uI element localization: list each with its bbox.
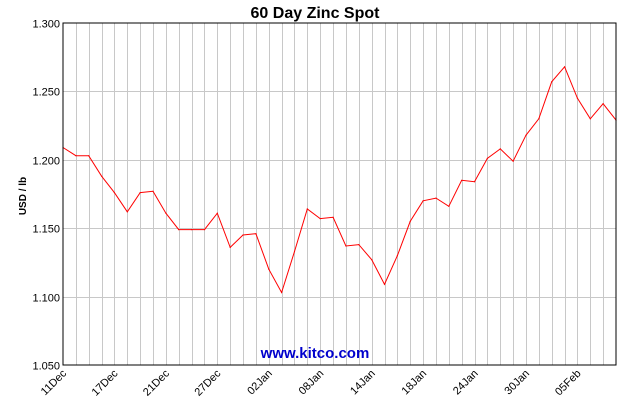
data-point [165,212,167,214]
data-point [293,250,296,253]
x-tick-label: 17Dec [90,367,121,398]
data-point [499,148,501,150]
data-point [564,66,566,68]
data-point [486,157,488,159]
y-tick-label: 1.300 [32,19,60,31]
data-point [203,229,206,231]
data-point [345,245,347,247]
data-point [75,155,77,157]
grid [63,23,616,365]
data-point [448,205,450,207]
data-point [332,216,334,218]
data-point [113,192,115,194]
data-point [383,283,386,285]
x-tick-label: 21Dec [141,367,172,398]
x-tick-label: 24Jan [451,368,481,398]
data-point [358,244,360,246]
x-tick-label: 02Jan [245,368,275,398]
data-point [242,234,244,236]
data-point [255,233,257,235]
data-point [101,175,103,177]
data-point [396,255,398,257]
data-point [126,211,128,213]
data-point [461,179,463,181]
data-point [319,218,321,220]
watermark: www.kitco.com [260,345,370,362]
data-point [538,118,540,120]
data-point [473,181,476,183]
data-point [139,192,141,194]
data-point [306,208,308,210]
data-point [435,197,437,199]
y-tick-label: 1.200 [32,156,60,168]
y-axis-label: USD / lb [18,177,29,215]
x-tick-label: 08Jan [297,368,327,398]
y-axis-ticks: 1.050 1.100 1.150 1.200 1.250 1.300 [32,19,60,373]
x-tick-label: 18Jan [400,368,430,398]
data-point [409,220,411,222]
x-tick-label: 05Feb [553,368,584,399]
chart-title: 60 Day Zinc Spot [251,5,381,22]
y-tick-label: 1.050 [32,361,60,373]
y-tick-label: 1.150 [32,224,60,236]
data-point [576,97,579,99]
data-point [512,160,514,162]
data-point [422,200,424,202]
data-point [551,81,553,83]
data-point [268,268,270,270]
data-point [88,155,90,157]
y-tick-label: 1.100 [32,293,60,305]
data-point [281,291,283,294]
y-tick-label: 1.250 [32,87,60,99]
x-tick-label: 30Jan [502,368,532,398]
series-line-zinc [62,65,617,294]
x-axis-ticks: 11Dec 17Dec 21Dec 27Dec 02Jan 08Jan 14Jan 18Jan… [39,367,584,398]
data-point [152,190,154,192]
series-layer [62,65,617,294]
x-tick-label: 27Dec [192,367,223,398]
data-point [525,134,527,136]
data-point [191,229,193,231]
data-point [178,229,180,231]
plot-frame [62,22,617,366]
data-point [229,246,231,248]
data-point [216,212,218,214]
data-point [589,118,591,120]
data-point [602,103,604,105]
x-tick-label: 14Jan [348,368,378,398]
data-point [371,259,373,261]
